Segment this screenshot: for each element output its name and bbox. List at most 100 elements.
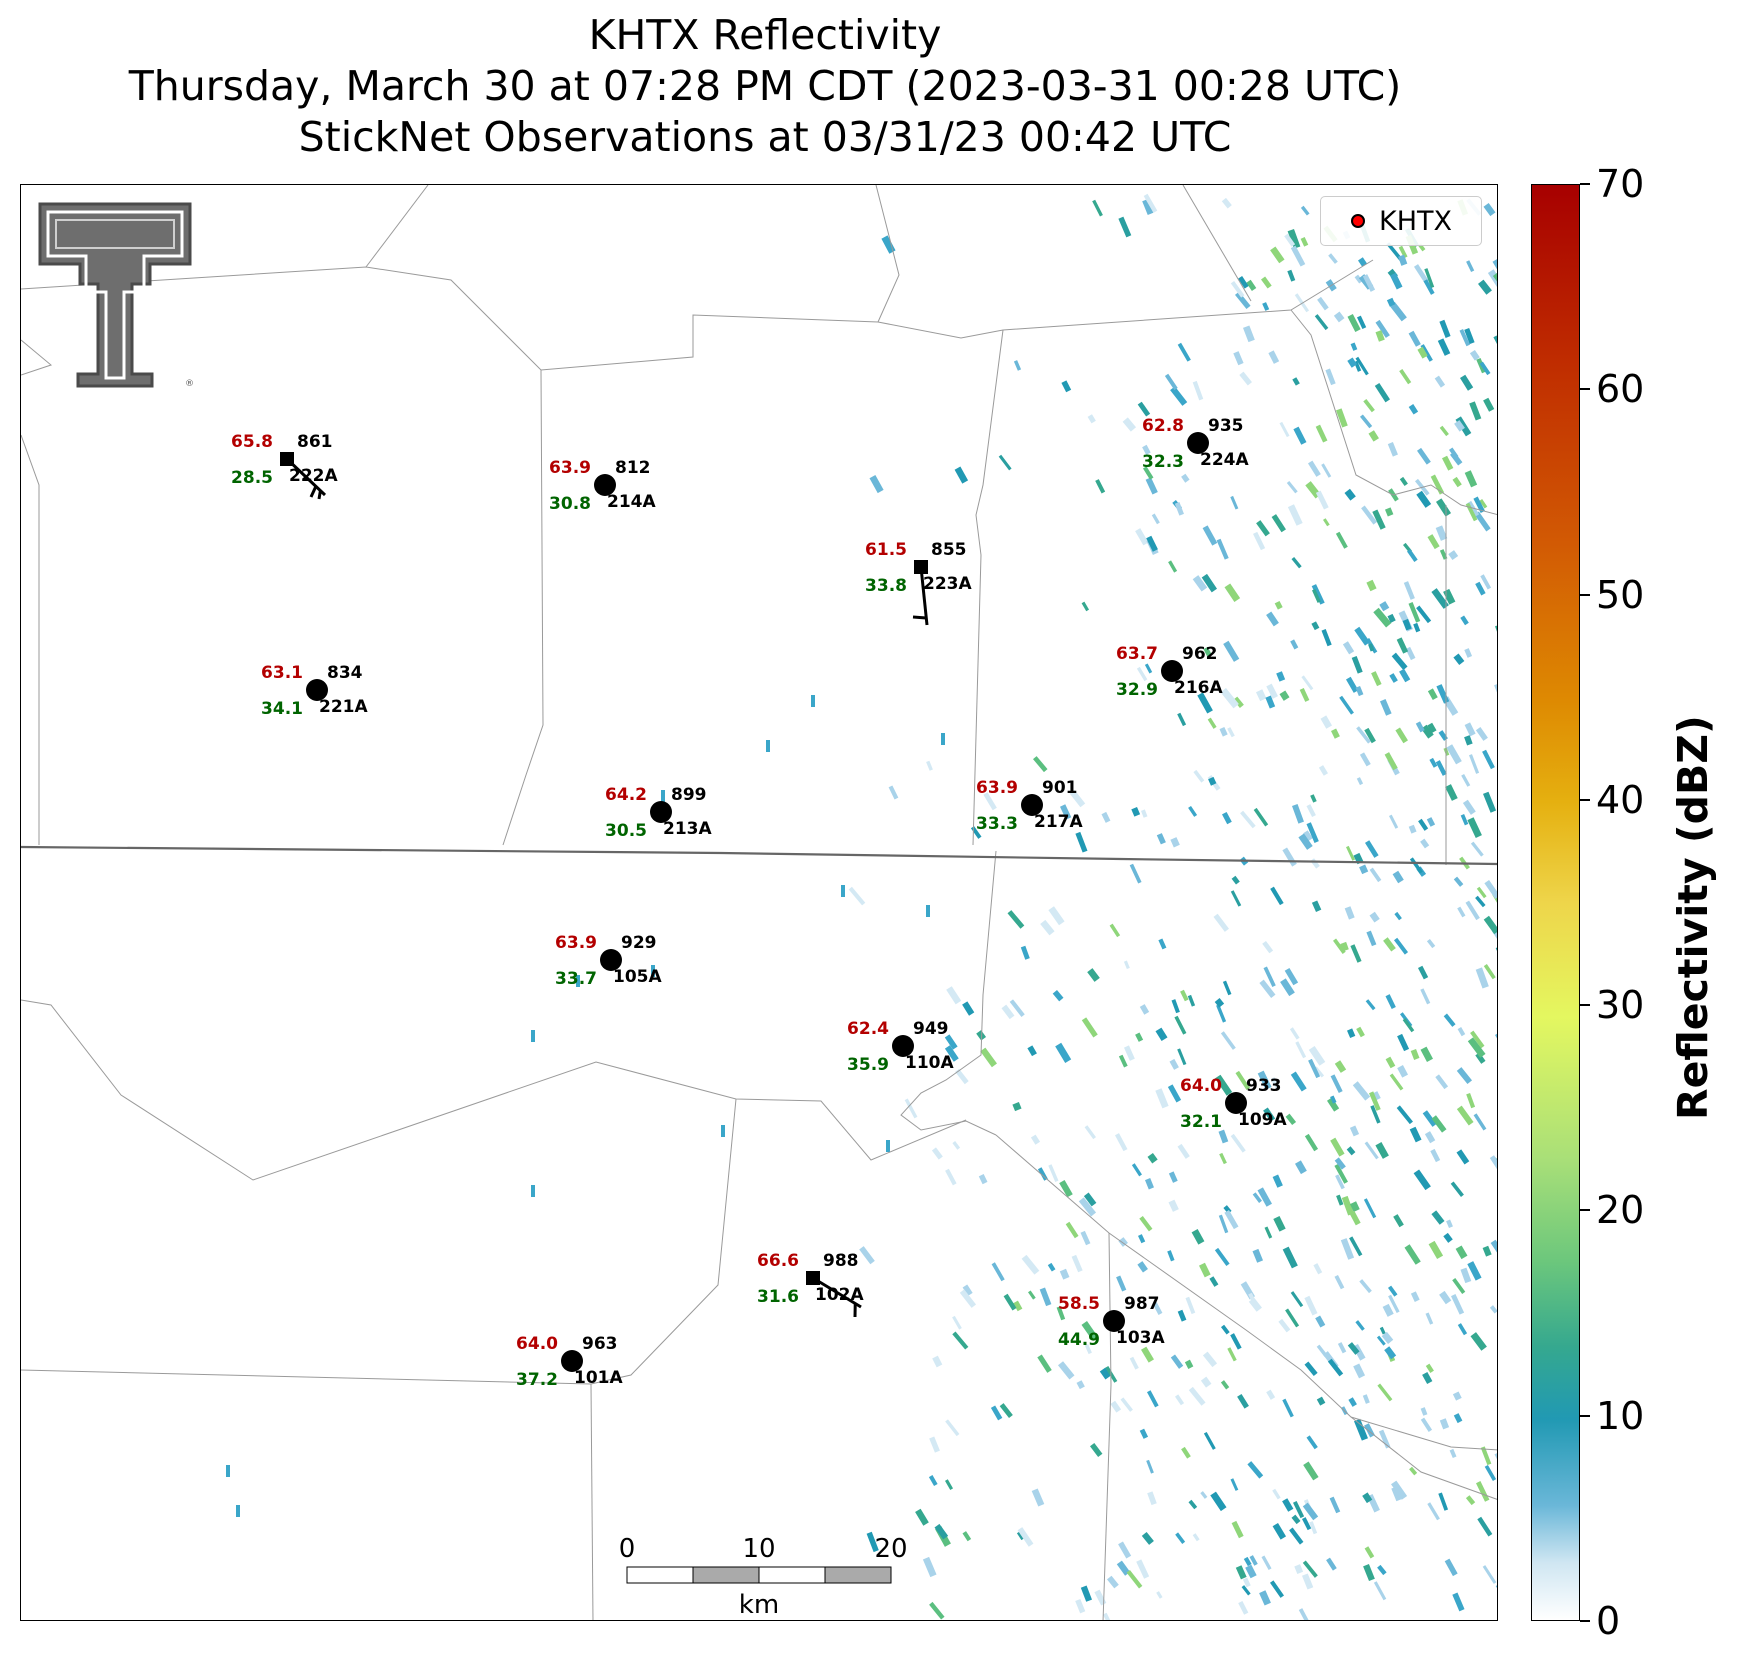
- reflectivity-pixel: [1118, 1541, 1132, 1559]
- reflectivity-pixel: [1252, 1248, 1264, 1263]
- scale-bar: 0 10 20 km: [619, 1534, 908, 1620]
- reflectivity-pixel: [1210, 1491, 1227, 1512]
- station-217A[interactable]: 63.9 901 33.3 217A: [976, 778, 1083, 834]
- station-213A[interactable]: 64.2 899 30.5 213A: [605, 785, 712, 841]
- station-id: 221A: [319, 697, 368, 717]
- reflectivity-pixel: [1238, 1600, 1249, 1615]
- station-circle-icon: [650, 801, 672, 823]
- station-103A[interactable]: 58.5 987 44.9 103A: [1058, 1294, 1165, 1350]
- reflectivity-pixel: [1315, 490, 1329, 510]
- station-102A[interactable]: 66.6 988 31.6 102A: [757, 1251, 864, 1318]
- reflectivity-pixel: [1339, 695, 1354, 715]
- station-id: 216A: [1174, 678, 1223, 698]
- reflectivity-pixel: [1358, 257, 1367, 267]
- colorbar-tick: [1580, 183, 1590, 185]
- county-line: [1290, 309, 1497, 515]
- reflectivity-pixel: [1177, 1143, 1190, 1159]
- reflectivity-pixel: [962, 1531, 972, 1542]
- reflectivity-layer: [226, 193, 1497, 1620]
- station-id: 222A: [289, 466, 338, 486]
- county-line: [365, 185, 429, 268]
- legend: KHTX: [1320, 196, 1482, 246]
- reflectivity-pixel: [1230, 1133, 1246, 1153]
- reflectivity-pixel: [998, 454, 1012, 471]
- title-line-2: Thursday, March 30 at 07:28 PM CDT (2023…: [128, 62, 1402, 110]
- reflectivity-pixel: [1405, 646, 1416, 661]
- reflectivity-pixel: [1479, 499, 1488, 509]
- station-pressure: 812: [615, 458, 651, 478]
- reflectivity-pixel: [1363, 1564, 1375, 1582]
- station-216A[interactable]: 63.7 962 32.9 216A: [1116, 644, 1223, 700]
- reflectivity-pixel: [226, 1465, 230, 1477]
- reflectivity-pixel: [1389, 301, 1407, 322]
- reflectivity-pixel: [1348, 1397, 1357, 1407]
- reflectivity-pixel: [1106, 1575, 1119, 1589]
- reflectivity-pixel: [1464, 648, 1473, 658]
- reflectivity-pixel: [1308, 1045, 1326, 1066]
- reflectivity-pixel: [1495, 624, 1497, 638]
- station-dewpoint: 35.9: [847, 1055, 889, 1075]
- reflectivity-pixel: [1355, 356, 1369, 376]
- station-221A[interactable]: 63.1 834 34.1 221A: [261, 663, 368, 719]
- legend-label: KHTX: [1379, 205, 1452, 237]
- reflectivity-pixel: [1362, 1394, 1370, 1404]
- station-dewpoint: 44.9: [1058, 1330, 1100, 1350]
- station-temperature: 62.4: [847, 1019, 889, 1039]
- station-circle-icon: [892, 1035, 914, 1057]
- reflectivity-pixel: [1220, 1380, 1230, 1390]
- reflectivity-pixel: [1385, 507, 1394, 517]
- reflectivity-pixel: [1446, 1219, 1453, 1229]
- station-101A[interactable]: 64.0 963 37.2 101A: [516, 1334, 623, 1390]
- reflectivity-pixel: [1404, 1244, 1421, 1265]
- station-temperature: 63.9: [976, 778, 1018, 798]
- station-224A[interactable]: 62.8 935 32.3 224A: [1142, 416, 1249, 472]
- reflectivity-pixel: [1466, 260, 1475, 273]
- reflectivity-pixel: [1354, 274, 1363, 284]
- station-109A[interactable]: 64.0 933 32.1 109A: [1180, 1076, 1287, 1132]
- reflectivity-pixel: [1454, 420, 1465, 432]
- reflectivity-pixel: [1403, 581, 1415, 600]
- station-id: 214A: [607, 492, 656, 512]
- station-circle-icon: [1187, 432, 1209, 454]
- reflectivity-pixel: [1362, 1492, 1373, 1504]
- reflectivity-pixel: [1397, 1033, 1410, 1052]
- reflectivity-pixel: [1299, 687, 1310, 702]
- reflectivity-pixel: [1208, 776, 1217, 786]
- colorbar-tick: [1580, 1620, 1590, 1622]
- station-110A[interactable]: 62.4 949 35.9 110A: [847, 1019, 954, 1075]
- reflectivity-pixel: [1475, 727, 1488, 741]
- station-222A[interactable]: 65.8 861 28.5 222A: [231, 432, 338, 500]
- reflectivity-pixel: [1321, 628, 1332, 647]
- reflectivity-pixel: [1124, 1045, 1135, 1061]
- reflectivity-pixel: [1047, 1262, 1056, 1272]
- reflectivity-pixel: [1439, 319, 1451, 338]
- reflectivity-pixel: [1330, 1074, 1343, 1094]
- reflectivity-pixel: [1334, 1157, 1346, 1170]
- reflectivity-pixel: [1131, 1163, 1142, 1177]
- reflectivity-pixel: [1399, 476, 1408, 486]
- reflectivity-pixel: [1282, 1498, 1294, 1512]
- reflectivity-pixel: [1060, 804, 1072, 820]
- reflectivity-pixel: [1327, 1097, 1340, 1112]
- station-223A[interactable]: 61.5 855 33.8 223A: [865, 540, 972, 626]
- reflectivity-pixel: [1333, 311, 1345, 323]
- reflectivity-pixel: [1080, 1585, 1092, 1602]
- station-105A[interactable]: 63.9 929 33.7 105A: [555, 933, 662, 989]
- reflectivity-pixel: [1290, 245, 1306, 267]
- reflectivity-pixel: [576, 975, 580, 987]
- reflectivity-pixel: [1118, 1054, 1128, 1068]
- reflectivity-pixel: [1003, 1293, 1017, 1311]
- reflectivity-pixel: [1495, 1583, 1497, 1602]
- reflectivity-pixel: [1423, 279, 1435, 295]
- station-id: 224A: [1200, 450, 1249, 470]
- reflectivity-pixel: [1460, 615, 1469, 626]
- reflectivity-pixel: [1261, 276, 1272, 289]
- reflectivity-pixel: [1493, 335, 1497, 348]
- reflectivity-pixel: [999, 1403, 1013, 1418]
- figure-title: KHTX Reflectivity Thursday, March 30 at …: [0, 10, 1530, 163]
- reflectivity-pixel: [1136, 666, 1148, 682]
- reflectivity-pixel: [1385, 994, 1396, 1009]
- reflectivity-pixel: [1253, 531, 1266, 551]
- reflectivity-pixel: [1492, 258, 1497, 272]
- station-214A[interactable]: 63.9 812 30.8 214A: [549, 458, 656, 514]
